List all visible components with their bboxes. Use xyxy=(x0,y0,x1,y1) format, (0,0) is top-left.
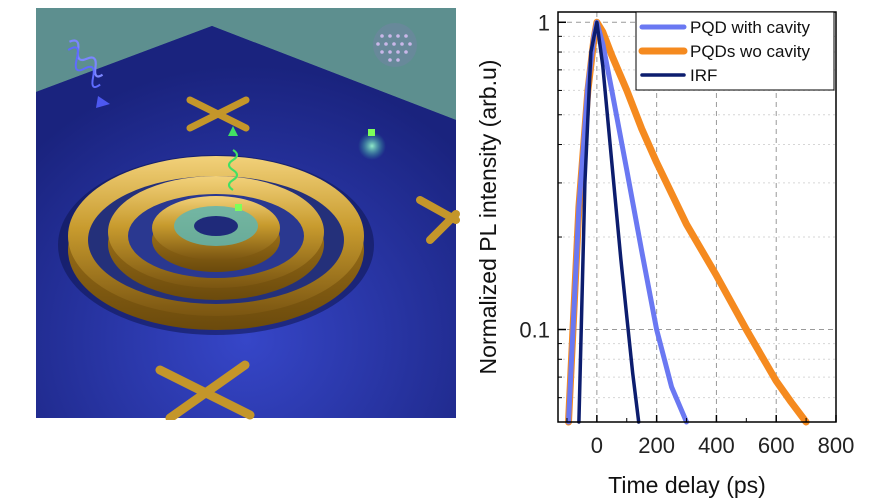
legend-label: PQD with cavity xyxy=(690,18,810,37)
legend-label: PQDs wo cavity xyxy=(690,42,810,61)
x-tick-label: 400 xyxy=(698,433,735,458)
x-tick-label: 200 xyxy=(638,433,675,458)
series-line-2 xyxy=(577,20,641,424)
cavity-illustration xyxy=(36,8,460,420)
bullseye-cavity-icon xyxy=(58,155,374,335)
chart-legend: PQD with cavity PQDs wo cavity IRF xyxy=(635,11,835,91)
series-line-0 xyxy=(566,19,689,425)
alignment-cross-icon xyxy=(155,360,255,420)
y-axis-title: Normalized PL intensity (arb.u) xyxy=(475,60,501,375)
substrate-edge xyxy=(36,8,456,120)
alignment-cross-icon xyxy=(416,196,460,244)
quantum-dot-icon xyxy=(358,129,386,160)
excitation-pulse-icon xyxy=(67,39,110,108)
y-tick-label: 1 xyxy=(538,10,550,35)
quantum-dot-icon xyxy=(373,23,417,67)
legend-label: IRF xyxy=(690,66,717,85)
x-tick-label: 0 xyxy=(591,433,603,458)
axis-ticks: 0 200 400 600 800 0.1 1 xyxy=(519,10,854,458)
alignment-cross-icon xyxy=(186,96,250,132)
emission-pulse-icon xyxy=(227,126,239,191)
chart-series-layer xyxy=(565,18,810,426)
y-tick-label: 0.1 xyxy=(519,318,550,343)
x-axis-title: Time delay (ps) xyxy=(608,472,766,498)
x-tick-label: 800 xyxy=(818,433,855,458)
x-tick-label: 600 xyxy=(758,433,795,458)
